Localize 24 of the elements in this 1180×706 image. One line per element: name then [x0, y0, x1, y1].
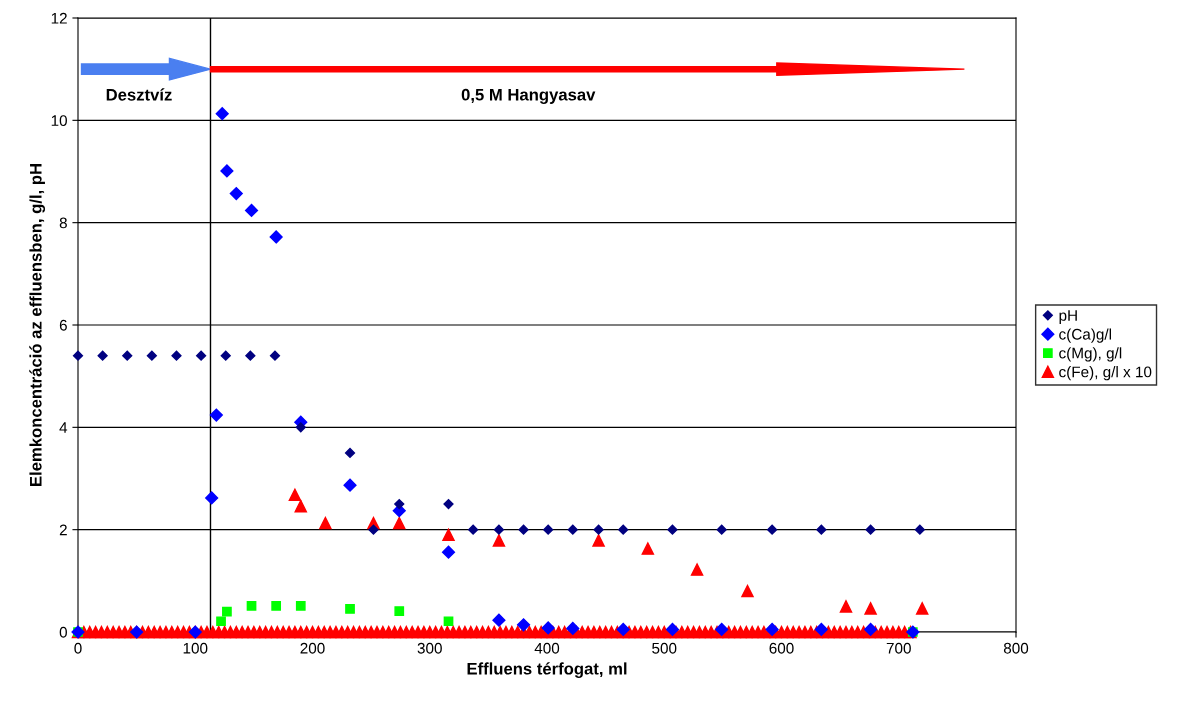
y-tick-label: 12: [51, 12, 67, 24]
y-tick-label: 2: [59, 524, 67, 536]
annotation: 0,5 M Hangyasav: [461, 88, 596, 104]
x-tick-label: 100: [183, 642, 208, 654]
y-tick-label: 4: [59, 422, 68, 433]
legend-label: c(Fe), g/l x 10: [1059, 366, 1152, 381]
x-tick-label: 600: [769, 642, 794, 654]
x-tick-label: 200: [300, 642, 325, 654]
x-tick-label: 800: [1003, 642, 1029, 654]
legend-label: c(Mg), g/l: [1059, 347, 1122, 362]
x-tick-label: 700: [886, 642, 911, 654]
y-tick-label: 8: [59, 217, 67, 229]
y-tick-label: 10: [51, 115, 67, 127]
x-tick-label: 400: [534, 642, 560, 654]
y-axis-title: Elemkoncentráció az effluensben, g/l, pH: [29, 164, 46, 486]
legend-label: pH: [1059, 310, 1077, 324]
x-tick-label: 500: [652, 642, 677, 654]
legend-label: c(Ca)g/l: [1059, 328, 1112, 343]
x-axis-title: Effluens térfogat, ml: [467, 662, 627, 678]
annotation: Desztvíz: [106, 88, 172, 101]
y-tick-label: 6: [59, 319, 67, 331]
x-tick-label: 0: [74, 642, 82, 654]
y-tick-label: 0: [59, 626, 67, 638]
x-tick-label: 300: [417, 642, 442, 654]
